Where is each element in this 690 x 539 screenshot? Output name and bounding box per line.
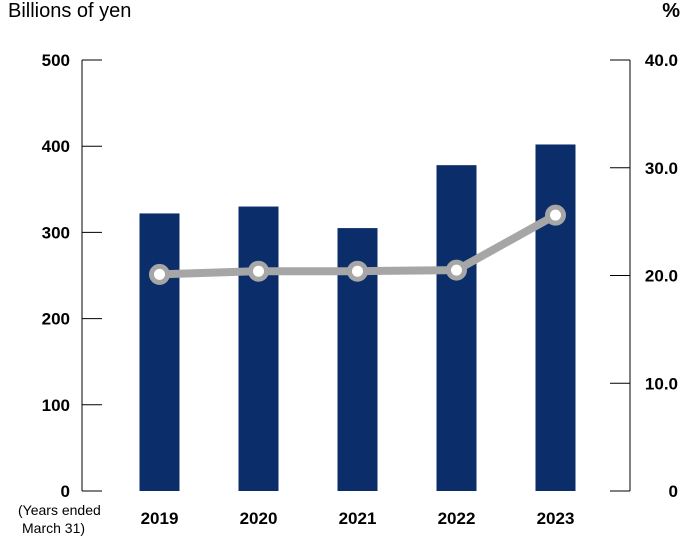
line-point [347,260,368,282]
line-point [545,204,566,226]
left-axis-tick-label: 300 [42,223,70,242]
right-axis-unit-label: % [662,0,680,22]
left-axis-tick-label: 400 [42,137,70,156]
x-axis-category-label: 2021 [339,509,377,528]
left-axis-tick-label: 500 [42,51,70,70]
bar [139,213,180,491]
x-axis-category-label: 2023 [537,509,575,528]
bar [535,144,576,491]
left-axis-tick-label: 0 [61,482,70,501]
right-axis-tick-label: 10.0 [645,374,678,393]
right-axis-tick-label: 20.0 [645,267,678,286]
x-axis-note-line-2: March 31) [22,520,86,536]
left-axis-tick-label: 100 [42,396,70,415]
right-axis-tick-label: 40.0 [645,51,678,70]
x-axis-category-label: 2022 [438,509,476,528]
left-axis-unit-label: Billions of yen [8,0,132,22]
left-axis-tick-label: 200 [42,310,70,329]
right-axis-tick-label: 0 [669,482,678,501]
right-axis-tick-label: 30.0 [645,159,678,178]
bar [436,165,477,491]
bar [238,206,279,492]
line-point [248,260,269,282]
line-point [446,259,467,281]
x-axis-category-label: 2020 [240,509,278,528]
x-axis-note: (Years ended March 31) [18,501,101,537]
x-axis-note-line-1: (Years ended [18,502,101,518]
line-point [149,263,170,285]
x-axis-category-label: 2019 [141,509,179,528]
